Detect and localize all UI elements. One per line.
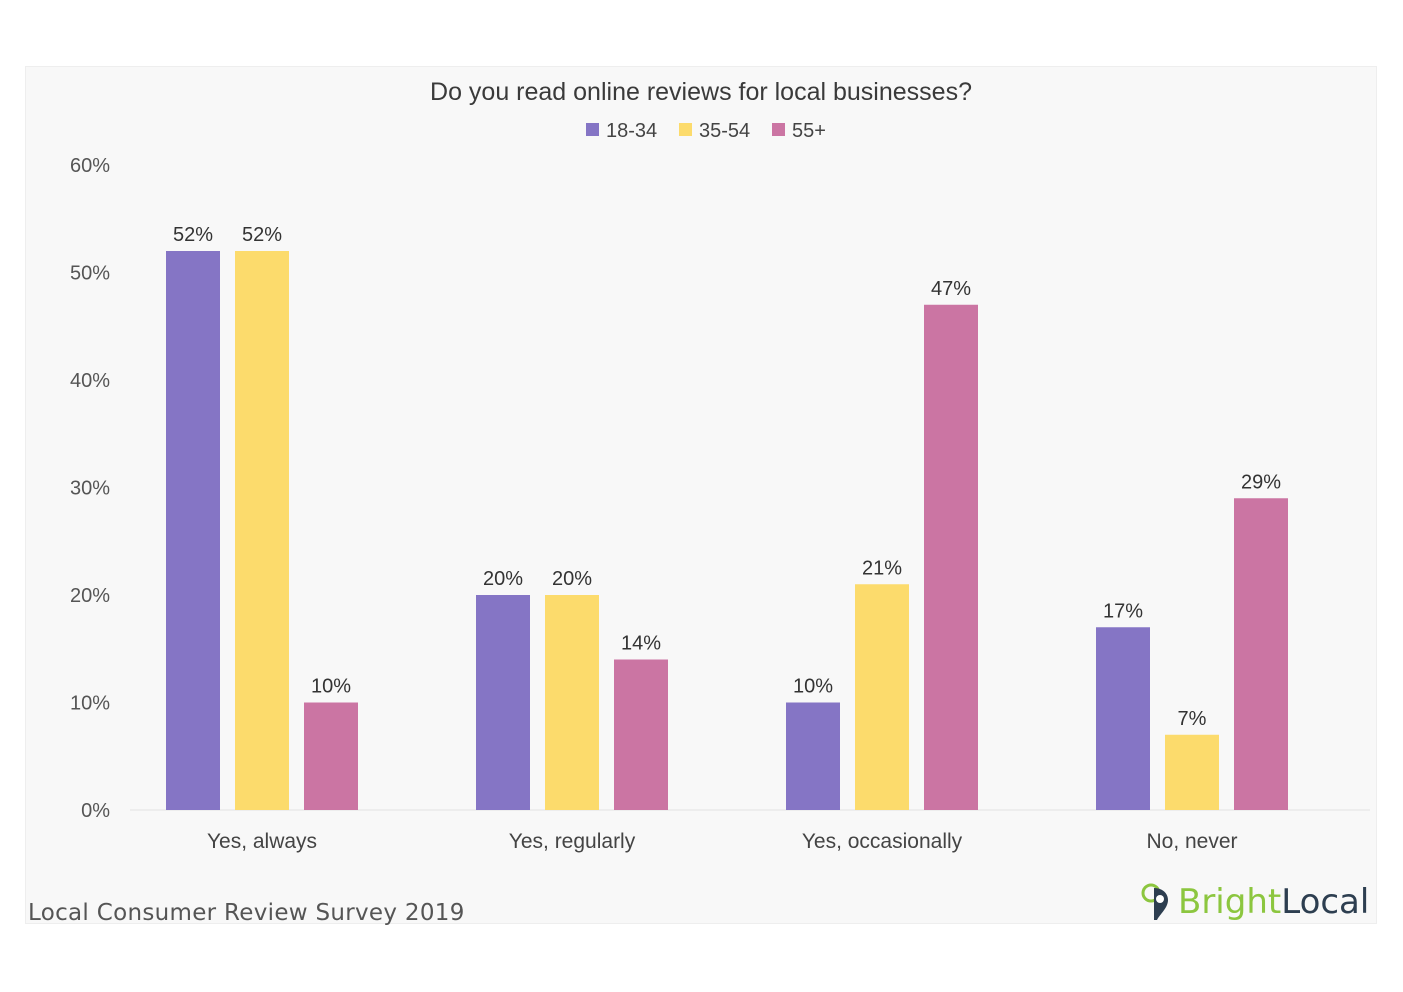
y-tick-label: 10% xyxy=(70,693,110,715)
data-label: 10% xyxy=(311,676,351,698)
data-label: 29% xyxy=(1241,471,1281,493)
bar-18-34-2 xyxy=(786,702,840,810)
survey-source-text: Local Consumer Review Survey 2019 xyxy=(28,900,465,926)
brand-name-part1: Bright xyxy=(1178,882,1282,922)
legend-swatch-35-54 xyxy=(679,123,692,136)
bar-55+-2 xyxy=(924,304,978,810)
x-tick-label: Yes, occasionally xyxy=(802,830,963,853)
legend-swatch-55+ xyxy=(772,123,785,136)
bar-35-54-0 xyxy=(235,251,289,810)
x-tick-label: Yes, always xyxy=(207,830,317,853)
data-label: 21% xyxy=(862,557,902,579)
data-labels-group: 52% 52% 10% 20% 20% 14% 10% 21% 47% 17% 7% 29% xyxy=(173,224,1281,730)
bar-55+-1 xyxy=(614,659,668,810)
data-label: 14% xyxy=(621,633,661,655)
bar-35-54-2 xyxy=(855,584,909,810)
bars-group xyxy=(166,251,1288,810)
bar-18-34-1 xyxy=(476,595,530,810)
legend-label: 55+ xyxy=(792,120,826,142)
bar-18-34-3 xyxy=(1096,627,1150,810)
y-tick-label: 50% xyxy=(70,263,110,285)
y-tick-label: 20% xyxy=(70,585,110,607)
chart-title: Do you read online reviews for local bus… xyxy=(430,78,972,106)
x-tick-label: Yes, regularly xyxy=(509,830,636,853)
y-tick-label: 30% xyxy=(70,478,110,500)
brightlocal-logo: Bright Local xyxy=(1140,880,1369,924)
data-label: 52% xyxy=(173,224,213,246)
data-label: 52% xyxy=(242,224,282,246)
y-axis: 0% 10% 20% 30% 40% 50% 60% xyxy=(70,155,110,822)
data-label: 17% xyxy=(1103,600,1143,622)
data-label: 7% xyxy=(1178,708,1207,730)
legend: 18-34 35-54 55+ xyxy=(586,120,826,142)
x-axis: Yes, always Yes, regularly Yes, occasional… xyxy=(207,830,1238,853)
legend-label: 18-34 xyxy=(606,120,657,142)
y-tick-label: 0% xyxy=(81,800,110,822)
x-tick-label: No, never xyxy=(1146,830,1237,853)
brand-name-part2: Local xyxy=(1281,882,1370,922)
map-pin-icon xyxy=(1141,883,1168,920)
data-label: 20% xyxy=(483,568,523,590)
y-tick-label: 60% xyxy=(70,155,110,177)
data-label: 10% xyxy=(793,676,833,698)
y-tick-label: 40% xyxy=(70,370,110,392)
bar-35-54-3 xyxy=(1165,734,1219,810)
data-label: 47% xyxy=(931,278,971,300)
bar-18-34-0 xyxy=(166,251,220,810)
bar-55+-3 xyxy=(1234,498,1288,810)
bar-35-54-1 xyxy=(545,595,599,810)
data-label: 20% xyxy=(552,568,592,590)
legend-swatch-18-34 xyxy=(586,123,599,136)
bar-55+-0 xyxy=(304,702,358,810)
legend-label: 35-54 xyxy=(699,120,750,142)
